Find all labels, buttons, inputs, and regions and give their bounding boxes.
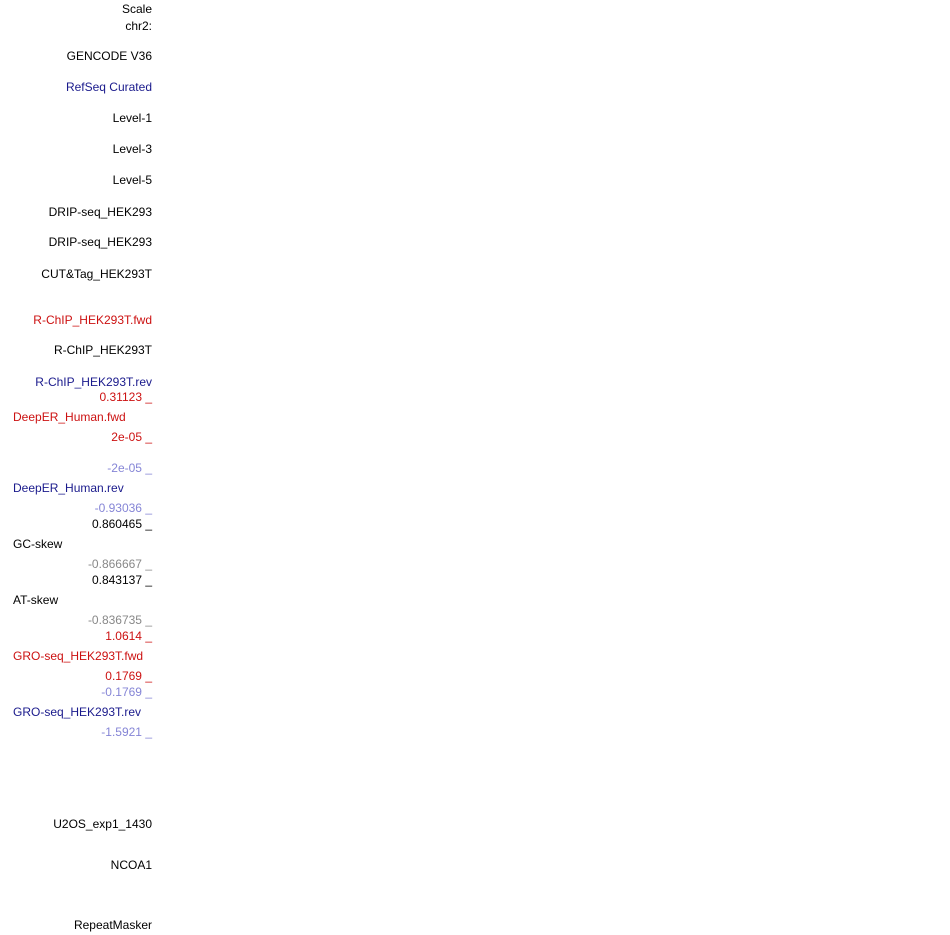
track-label[interactable]: NCOA1 bbox=[111, 858, 153, 872]
axis-value: -0.836735 _ bbox=[88, 613, 152, 627]
track-label[interactable]: Level-1 bbox=[113, 111, 153, 125]
track-label[interactable]: R-ChIP_HEK293T.fwd bbox=[33, 313, 152, 327]
track-label[interactable]: R-ChIP_HEK293T bbox=[54, 343, 153, 357]
axis-value: -0.1769 _ bbox=[101, 685, 152, 699]
track-label[interactable]: DRIP-seq_HEK293 bbox=[49, 205, 153, 219]
track-label[interactable]: GRO-seq_HEK293T.rev bbox=[13, 705, 141, 719]
axis-value: -0.93036 _ bbox=[95, 501, 153, 515]
label: chr2: bbox=[125, 19, 152, 33]
track-label[interactable]: DeepER_Human.fwd bbox=[13, 410, 126, 424]
track-label[interactable]: CUT&Tag_HEK293T bbox=[41, 267, 152, 281]
axis-value: 0.860465 _ bbox=[92, 517, 152, 531]
track-label[interactable]: GENCODE V36 bbox=[67, 49, 153, 63]
axis-value: 1.0614 _ bbox=[105, 629, 152, 643]
track-label[interactable]: GC-skew bbox=[13, 537, 63, 551]
axis-value: -1.5921 _ bbox=[101, 725, 152, 739]
track-label[interactable]: AT-skew bbox=[13, 593, 58, 607]
track-label[interactable]: U2OS_exp1_1430 bbox=[53, 817, 152, 831]
track-label[interactable]: RefSeq Curated bbox=[66, 80, 152, 94]
axis-value: 0.843137 _ bbox=[92, 573, 152, 587]
axis-value: 0.1769 _ bbox=[105, 669, 152, 683]
axis-value: -0.866667 _ bbox=[88, 557, 152, 571]
track-label[interactable]: Level-5 bbox=[113, 173, 153, 187]
track-label[interactable]: RepeatMasker bbox=[74, 918, 152, 932]
label: Scale bbox=[122, 2, 152, 16]
axis-value: 0.31123 _ bbox=[100, 390, 153, 404]
track-label[interactable]: Level-3 bbox=[113, 142, 153, 156]
track-label[interactable]: DeepER_Human.rev bbox=[13, 481, 124, 495]
track-label[interactable]: DRIP-seq_HEK293 bbox=[49, 235, 153, 249]
track-label[interactable]: R-ChIP_HEK293T.rev bbox=[35, 375, 152, 389]
axis-value: 2e-05 _ bbox=[111, 430, 152, 444]
track-label[interactable]: GRO-seq_HEK293T.fwd bbox=[13, 649, 143, 663]
axis-value: -2e-05 _ bbox=[107, 461, 152, 475]
